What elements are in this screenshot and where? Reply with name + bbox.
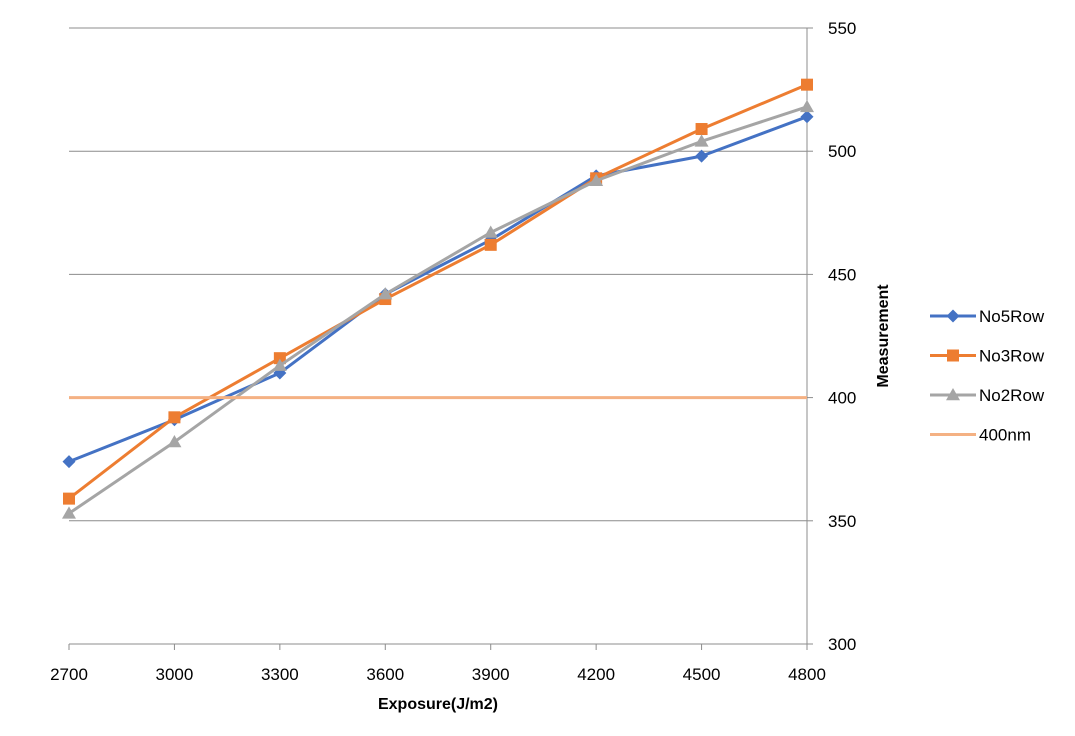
data-point-no3row-4500 xyxy=(695,123,708,136)
x-tick-label-4200: 4200 xyxy=(577,665,615,684)
legend-item-400nm: 400nm xyxy=(930,426,1031,445)
legend-label-no2row: No2Row xyxy=(979,386,1045,405)
data-point-no5row-4500 xyxy=(695,149,709,163)
series-line-no2row xyxy=(68,105,808,515)
y-tick-label-450: 450 xyxy=(828,265,856,284)
y-tick-labels: 300 350 400 450 500 550 xyxy=(828,19,856,654)
data-point-no2row-4500 xyxy=(694,134,709,147)
x-tick-label-3000: 3000 xyxy=(156,665,194,684)
series-line-no5row xyxy=(68,115,808,464)
axes xyxy=(68,27,813,650)
data-point-no3row-3000 xyxy=(168,411,181,424)
legend-marker-no5row xyxy=(946,309,960,323)
y-tick-label-400: 400 xyxy=(828,389,856,408)
series-line-no3row xyxy=(68,83,808,500)
data-point-no2row-3900 xyxy=(483,225,498,238)
y-tick-label-300: 300 xyxy=(828,635,856,654)
data-point-no2row-4800 xyxy=(800,99,814,113)
data-point-no2row-4200 xyxy=(589,173,604,187)
y-tick-label-550: 550 xyxy=(828,19,856,38)
series-layer xyxy=(62,78,814,519)
data-point-no2row-2700 xyxy=(62,506,76,519)
legend-label-400nm: 400nm xyxy=(979,426,1031,445)
data-point-no2row-3000 xyxy=(167,434,182,448)
data-point-no3row-4800 xyxy=(801,78,813,91)
legend: No5Row No3Row No2Row 400nm xyxy=(930,307,1045,445)
x-tick-labels: 2700 3000 3300 3600 3900 4200 4500 4800 xyxy=(50,665,826,684)
data-point-no3row-3900 xyxy=(484,238,497,251)
legend-item-no3row: No3Row xyxy=(930,347,1045,366)
legend-marker-no2row xyxy=(946,388,960,401)
legend-item-no5row: No5Row xyxy=(930,307,1045,326)
data-point-no5row-4800 xyxy=(800,110,814,124)
x-tick-label-4800: 4800 xyxy=(788,665,826,684)
legend-marker-no3row xyxy=(947,349,959,362)
legend-label-no5row: No5Row xyxy=(979,307,1045,326)
y-tick-label-350: 350 xyxy=(828,512,856,531)
x-tick-label-3600: 3600 xyxy=(366,665,404,684)
data-point-no5row-2700 xyxy=(62,455,76,469)
x-tick-label-3300: 3300 xyxy=(261,665,299,684)
x-axis-title: Exposure(J/m2) xyxy=(378,696,498,713)
x-tick-label-2700: 2700 xyxy=(50,665,88,684)
y-tick-label-500: 500 xyxy=(828,142,856,161)
x-tick-label-4500: 4500 xyxy=(683,665,721,684)
series-no2row xyxy=(62,99,814,519)
legend-label-no3row: No3Row xyxy=(979,347,1045,366)
data-point-no3row-2700 xyxy=(63,492,75,505)
data-point-no3row-3300 xyxy=(273,352,286,365)
legend-item-no2row: No2Row xyxy=(930,386,1045,405)
y-axis-title: Measurement xyxy=(875,284,892,388)
data-point-no2row-3300 xyxy=(272,358,287,371)
data-point-no2row-3600 xyxy=(378,287,393,300)
x-tick-label-3900: 3900 xyxy=(472,665,510,684)
